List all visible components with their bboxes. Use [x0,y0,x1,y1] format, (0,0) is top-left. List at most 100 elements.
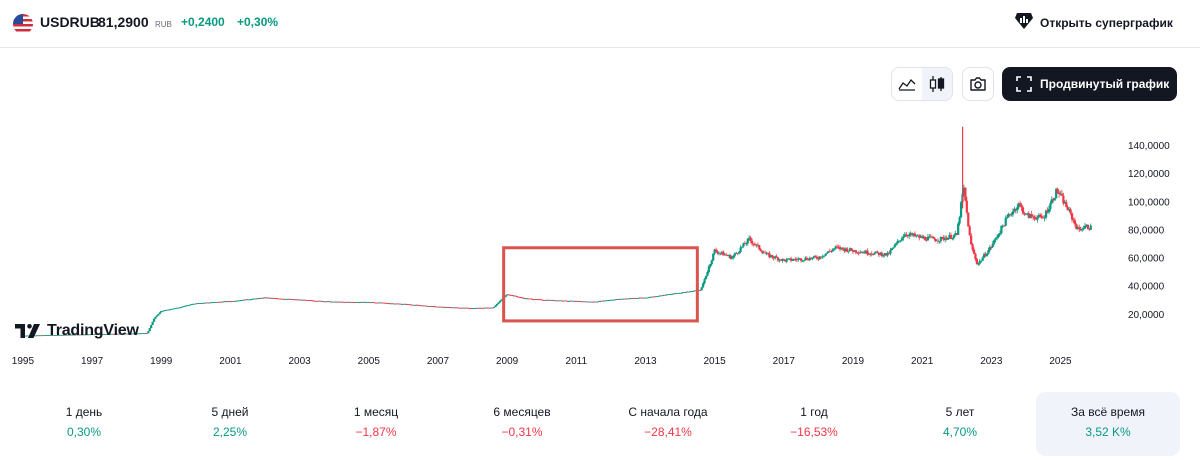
candle-body [755,244,758,246]
candle-body [912,233,915,236]
candle-body [449,307,453,309]
tradingview-logo[interactable]: TradingView [15,322,139,340]
candle-body [667,294,670,296]
candle-body [1003,225,1006,227]
candle-body [132,333,135,335]
candle-body [684,292,687,293]
candle-body [1076,227,1079,229]
period-tab[interactable]: 6 месяцев −0,31% [457,392,587,456]
candle-body [735,253,738,254]
candle-body [152,318,156,322]
candle-body [840,247,843,250]
y-tick-label: 80,0000 [1128,225,1165,236]
candle-body [740,246,744,248]
candle-body [892,247,895,249]
tradingview-logo-icon [15,324,40,338]
period-tab[interactable]: 5 лет 4,70% [895,392,1025,456]
candle-body [56,334,59,336]
period-tab[interactable]: 5 дней 2,25% [165,392,295,456]
snapshot-button[interactable] [962,67,994,101]
x-tick-label: 2023 [980,356,1003,367]
candle-body [962,187,966,194]
candle-body [800,258,803,261]
candle-body [370,302,373,304]
candle-body [395,303,398,305]
candle-body [471,308,474,309]
period-change-value: 2,25% [212,425,248,439]
candle-body [846,248,849,252]
x-tick-label: 2025 [1049,356,1072,367]
x-tick-label: 2013 [634,356,657,367]
period-tab[interactable]: 1 год −16,53% [749,392,879,456]
candle-body [746,238,749,244]
candle-body [307,300,310,301]
candle-body [974,253,977,260]
candle-body [354,302,357,303]
candle-body [794,259,797,260]
candle-body [109,333,112,335]
candle-body [690,291,693,293]
candle-body [975,259,979,265]
candle-body [723,254,726,256]
candle-body [583,301,587,303]
x-tick-label: 2015 [704,356,727,367]
y-tick-label: 120,0000 [1128,169,1170,180]
candle-body [344,301,347,303]
period-label: 6 месяцев [493,405,551,419]
candle-body [125,333,128,335]
candle-body [457,307,460,309]
candle-body [281,298,284,300]
candle-body [116,333,120,335]
candle-body [1055,188,1058,198]
period-tab[interactable]: 1 месяц −1,87% [311,392,441,456]
symbol-name[interactable]: USDRUB [40,14,100,30]
candle-body [958,217,961,224]
candle-body [913,233,917,237]
period-label: 1 год [800,405,828,419]
candle-body [550,300,553,301]
period-tab[interactable]: За всё время 3,52 K% [1036,392,1180,456]
candle-body [861,252,865,253]
candle-body [53,335,56,336]
candle-body [945,238,948,240]
candle-body [653,296,656,298]
area-chart-button[interactable] [892,68,922,100]
period-change-value: −1,87% [355,425,397,439]
candle-body [291,299,294,300]
price-chart[interactable]: 140,0000 120,0000 100,0000 80,0000 60,0000 40… [0,110,1200,372]
candle-body [191,303,195,305]
period-tab[interactable]: 1 день 0,30% [19,392,149,456]
candle-body [188,304,192,306]
candle-body [902,236,905,239]
candle-body [1088,228,1091,230]
advanced-chart-button[interactable]: Продвинутый график [1002,67,1177,101]
candle-body [765,253,768,254]
candle-body [957,223,960,235]
candle-body [517,296,520,298]
candle-body [678,292,682,294]
candle-body [115,333,118,335]
candle-body [1039,214,1042,216]
candle-body [103,334,107,335]
candle-body [533,299,536,301]
period-tab[interactable]: С начала года −28,41% [603,392,733,456]
candle-body [26,335,29,337]
candle-body [637,298,640,299]
candle-body [1007,214,1010,217]
candle-body [39,335,42,337]
open-supergraph-button[interactable]: Открыть суперграфик [1014,12,1173,34]
candle-body [40,335,43,337]
candle-body [243,299,246,301]
candle-body [325,301,329,303]
candle-body [889,250,892,254]
candle-body [1033,216,1036,219]
candle-body [366,302,369,303]
candle-body [567,301,571,302]
candle-body [397,303,401,305]
candle-body [380,302,383,304]
candle-body [112,333,115,335]
candle-body [980,260,983,262]
candle-body [562,300,565,302]
candle-body [908,234,911,237]
candles-chart-button[interactable] [922,68,952,100]
